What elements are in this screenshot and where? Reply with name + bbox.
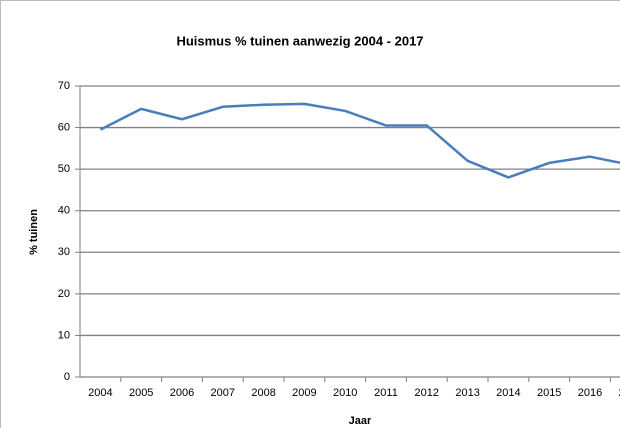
- x-tick-label: 2015: [537, 387, 561, 399]
- x-tick-label: 2004: [88, 387, 112, 399]
- y-tick-label: 10: [58, 329, 70, 341]
- x-axis-title: Jaar: [349, 415, 372, 427]
- x-tick-label: 2010: [333, 387, 357, 399]
- y-tick-label: 20: [58, 288, 70, 300]
- x-tick-label: 2008: [251, 387, 275, 399]
- x-tick-label: 2011: [374, 387, 398, 399]
- x-tick-label: 2014: [496, 387, 520, 399]
- y-tick-label: 0: [64, 371, 70, 383]
- x-tick-label: 2009: [292, 387, 316, 399]
- x-tick-label: 2017: [619, 387, 620, 399]
- y-tick-label: 40: [58, 205, 70, 217]
- x-tick-label: 2007: [211, 387, 235, 399]
- x-tick-label: 2016: [578, 387, 602, 399]
- y-tick-label: 50: [58, 163, 70, 175]
- x-tick-label: 2012: [415, 387, 439, 399]
- chart-title: Huismus % tuinen aanwezig 2004 - 2017: [176, 33, 423, 48]
- x-tick-label: 2013: [455, 387, 479, 399]
- y-tick-label: 60: [58, 121, 70, 133]
- y-tick-label: 70: [58, 80, 70, 92]
- data-line: [99, 102, 620, 179]
- x-tick-label: 2006: [170, 387, 194, 399]
- y-tick-label: 30: [58, 246, 70, 258]
- y-axis-title: % tuinen: [28, 209, 40, 255]
- x-tick-label: 2005: [129, 387, 153, 399]
